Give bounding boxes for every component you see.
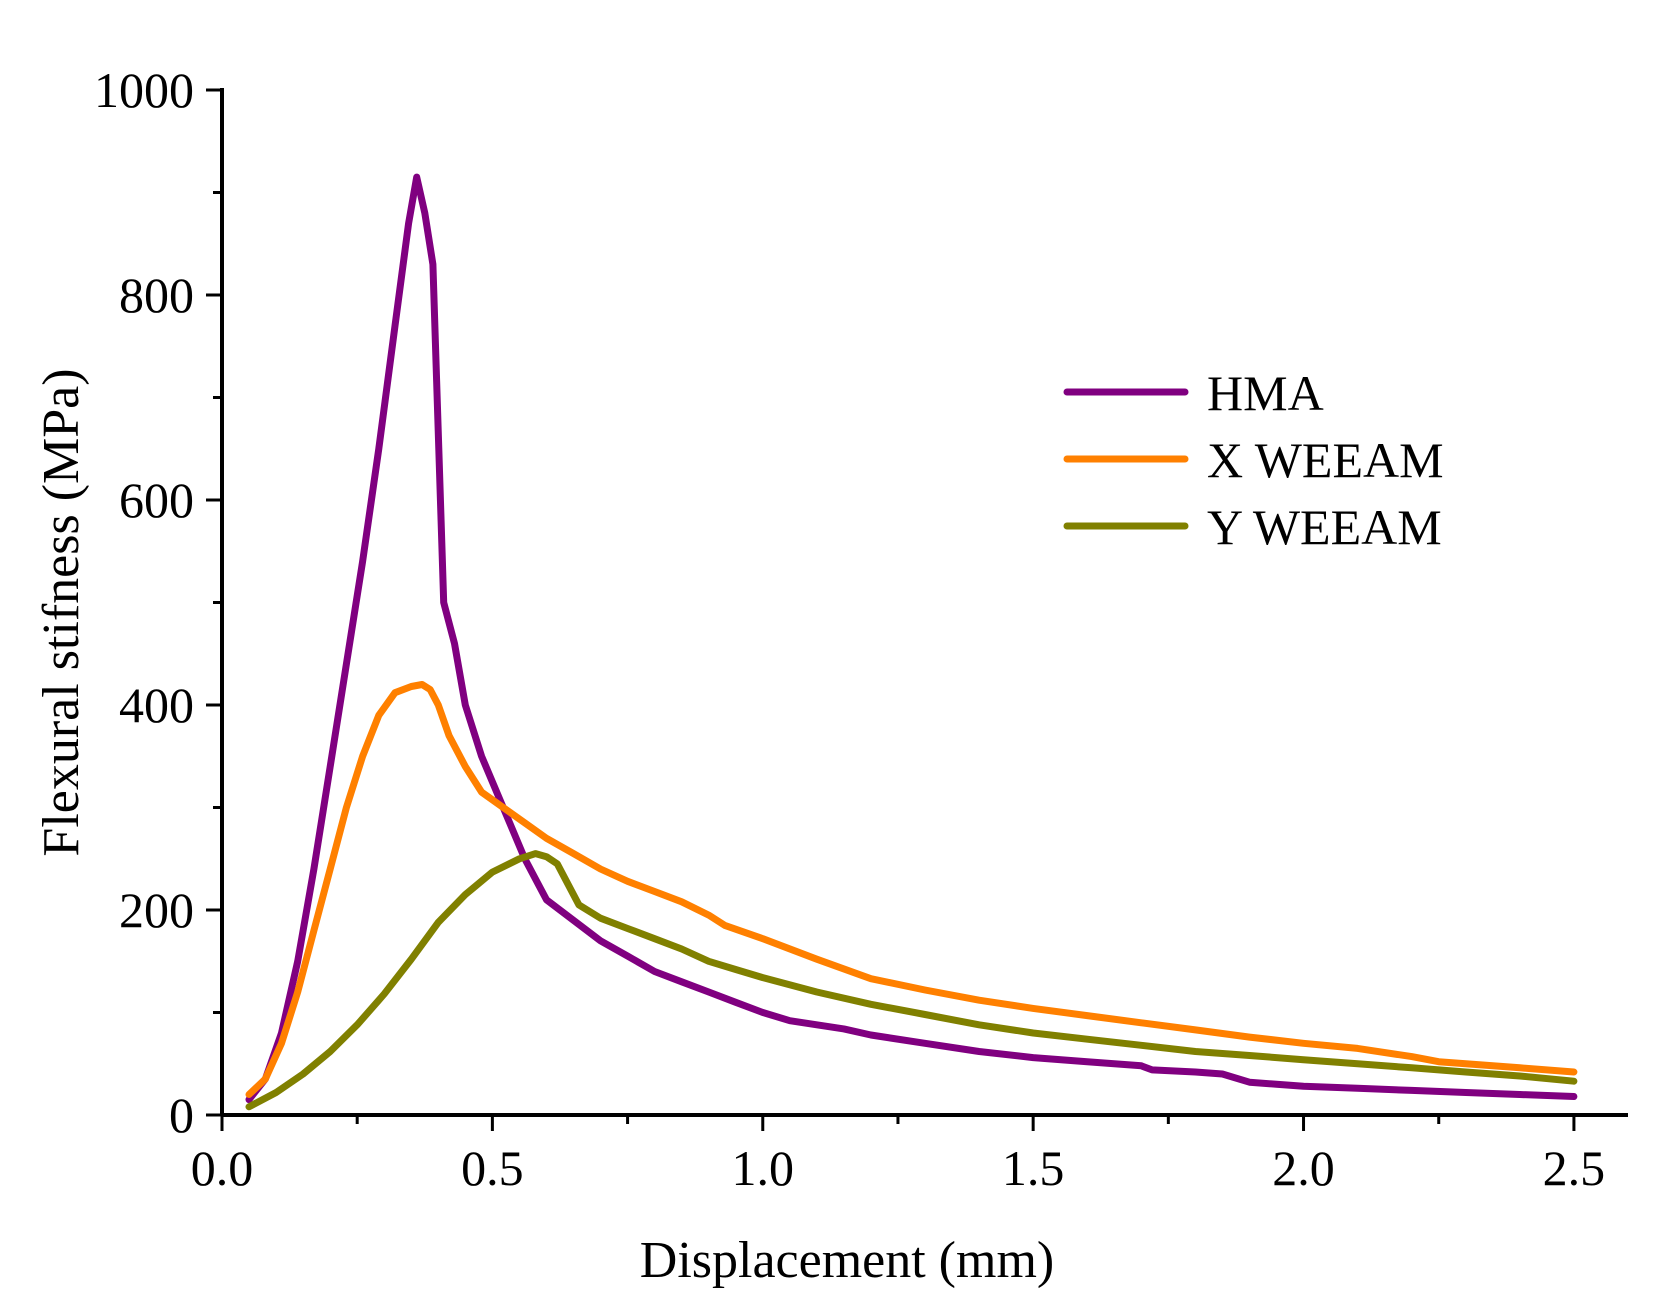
series-line-x-weeam	[245, 681, 1578, 1098]
y-tick-label: 800	[119, 267, 194, 323]
data-series	[245, 173, 1578, 1111]
x-axis-title: Displacement (mm)	[640, 1232, 1054, 1289]
y-axis-title: Flexural stifness (MPa)	[33, 368, 90, 856]
x-tick-label: 1.5	[1002, 1140, 1065, 1196]
legend: HMA X WEEAM Y WEEAM	[1063, 365, 1444, 555]
legend-label-hma: HMA	[1207, 365, 1324, 421]
ticks: 0 200 400 600 800 1000 0.0 0.5 1.0 1.5 2.0 2.5	[94, 62, 1605, 1196]
y-tick-label: 600	[119, 472, 194, 528]
x-tick-label: 1.0	[732, 1140, 795, 1196]
y-tick-label: 200	[119, 882, 194, 938]
series-line-y-weeam	[245, 850, 1578, 1111]
x-tick-label: 2.0	[1272, 1140, 1335, 1196]
x-tick-label: 0.0	[191, 1140, 254, 1196]
x-tick-label: 0.5	[461, 1140, 524, 1196]
x-tick-label: 2.5	[1543, 1140, 1606, 1196]
y-tick-label: 400	[119, 677, 194, 733]
y-tick-label: 0	[169, 1087, 194, 1143]
y-tick-label: 1000	[94, 62, 194, 118]
legend-label-y-weeam: Y WEEAM	[1207, 499, 1442, 555]
series-line-hma	[245, 173, 1578, 1104]
legend-label-x-weeam: X WEEAM	[1207, 432, 1444, 488]
